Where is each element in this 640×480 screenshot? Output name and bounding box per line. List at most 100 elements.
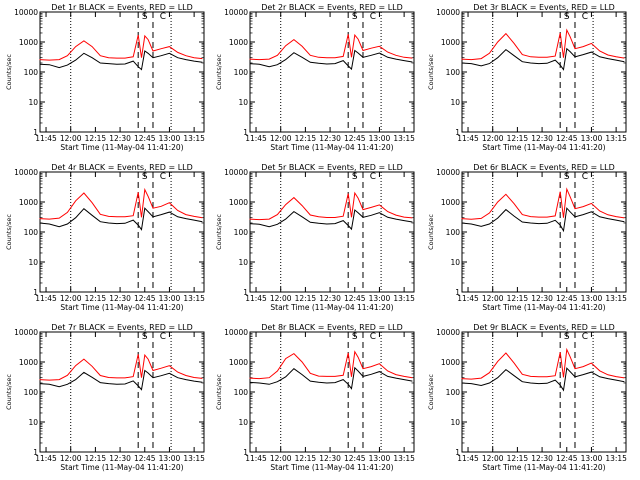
- series-line-events: [249, 366, 413, 390]
- marker-label-s: S: [352, 332, 358, 342]
- x-tick-label: 12:45: [556, 134, 578, 143]
- y-tick-label: 10: [28, 258, 38, 267]
- y-tick-label: 1: [33, 448, 38, 457]
- x-tick-label: 11:45: [245, 294, 267, 303]
- x-tick-label: 12:45: [556, 454, 578, 463]
- x-tick-label: 13:00: [581, 454, 603, 463]
- x-tick-label: 12:00: [270, 294, 292, 303]
- y-tick-label: 10000: [224, 168, 248, 177]
- y-tick-label: 100: [24, 228, 39, 237]
- x-tick-label: 12:45: [344, 294, 366, 303]
- marker-label-s: S: [564, 332, 570, 342]
- y-tick-label: 10: [238, 258, 248, 267]
- x-tick-label: 13:00: [369, 294, 391, 303]
- x-axis-label: Start Time (11-May-04 11:41:20): [482, 303, 605, 312]
- x-tick-label: 12:15: [295, 134, 317, 143]
- x-tick-label: 13:15: [605, 454, 627, 463]
- marker-label-c: C: [582, 172, 588, 182]
- x-tick-label: 12:30: [319, 134, 341, 143]
- x-tick-label: 13:15: [605, 134, 627, 143]
- marker-label-s: S: [564, 12, 570, 22]
- y-axis-label: Counts/sec: [427, 54, 435, 90]
- x-axis-label: Start Time (11-May-04 11:41:20): [270, 463, 393, 472]
- x-axis-label: Start Time (11-May-04 11:41:20): [60, 463, 183, 472]
- x-tick-label: 12:30: [319, 454, 341, 463]
- y-tick-label: 1000: [19, 198, 38, 207]
- chart-panel-8: Det 8r BLACK = Events, RED = LLD 1 10 100 10…: [215, 323, 415, 472]
- y-tick-label: 1000: [441, 38, 460, 47]
- series-line-lld: [249, 191, 413, 221]
- chart-title: Det 2r BLACK = Events, RED = LLD: [261, 3, 403, 12]
- x-axis-label: Start Time (11-May-04 11:41:20): [270, 303, 393, 312]
- chart-panel-5: Det 5r BLACK = Events, RED = LLD 1 10 100 10…: [215, 163, 415, 312]
- marker-label-c: C: [160, 12, 166, 22]
- y-tick-label: 100: [446, 68, 461, 77]
- marker-label-c: C: [582, 332, 588, 342]
- x-tick-label: 12:00: [60, 294, 82, 303]
- x-tick-label: 13:15: [183, 454, 205, 463]
- marker-label-c: C: [370, 172, 376, 182]
- x-tick-label: 11:45: [35, 454, 57, 463]
- plot-frame: [461, 11, 627, 133]
- y-tick-label: 100: [24, 68, 39, 77]
- chart-title: Det 8r BLACK = Events, RED = LLD: [261, 323, 403, 332]
- chart-title: Det 1r BLACK = Events, RED = LLD: [51, 3, 193, 12]
- y-tick-label: 100: [446, 388, 461, 397]
- y-tick-label: 1: [455, 288, 460, 297]
- series-line-events: [39, 207, 203, 231]
- x-tick-label: 12:00: [270, 454, 292, 463]
- y-tick-label: 10: [238, 418, 248, 427]
- series-line-lld: [39, 353, 203, 381]
- x-tick-label: 11:45: [245, 134, 267, 143]
- x-tick-label: 13:15: [393, 134, 415, 143]
- y-tick-label: 1: [243, 288, 248, 297]
- y-tick-label: 10000: [14, 8, 38, 17]
- y-tick-label: 10000: [436, 8, 460, 17]
- y-axis-label: Counts/sec: [5, 214, 13, 250]
- plot-frame: [39, 171, 205, 293]
- series-line-lld: [461, 28, 625, 61]
- x-tick-label: 12:30: [531, 294, 553, 303]
- chart-title: Det 3r BLACK = Events, RED = LLD: [473, 3, 615, 12]
- x-tick-label: 12:30: [109, 294, 131, 303]
- x-axis-label: Start Time (11-May-04 11:41:20): [60, 303, 183, 312]
- plot-frame: [39, 11, 205, 133]
- y-tick-label: 10000: [224, 8, 248, 17]
- x-tick-label: 12:15: [295, 294, 317, 303]
- x-tick-label: 11:45: [245, 454, 267, 463]
- y-tick-label: 100: [234, 68, 249, 77]
- plot-frame: [249, 11, 415, 133]
- x-tick-label: 13:15: [393, 294, 415, 303]
- x-tick-label: 12:00: [482, 134, 504, 143]
- marker-label-s: S: [352, 12, 358, 22]
- x-axis-label: Start Time (11-May-04 11:41:20): [270, 143, 393, 152]
- x-tick-label: 12:45: [134, 454, 156, 463]
- marker-label-c: C: [370, 12, 376, 22]
- y-tick-label: 10000: [224, 328, 248, 337]
- x-tick-label: 12:45: [134, 294, 156, 303]
- x-tick-label: 13:15: [183, 134, 205, 143]
- chart-title: Det 4r BLACK = Events, RED = LLD: [51, 163, 193, 172]
- x-tick-label: 11:45: [35, 134, 57, 143]
- y-axis-label: Counts/sec: [215, 374, 223, 410]
- y-tick-label: 1000: [441, 198, 460, 207]
- plot-frame: [249, 331, 415, 453]
- marker-label-s: S: [142, 12, 148, 22]
- x-tick-label: 12:45: [344, 454, 366, 463]
- y-axis-label: Counts/sec: [427, 374, 435, 410]
- marker-label-s: S: [142, 172, 148, 182]
- y-tick-label: 10: [450, 98, 460, 107]
- x-tick-label: 12:45: [344, 134, 366, 143]
- y-tick-label: 100: [446, 228, 461, 237]
- chart-panel-3: Det 3r BLACK = Events, RED = LLD 1 10 100 10…: [427, 3, 627, 152]
- x-tick-label: 13:15: [393, 454, 415, 463]
- series-line-lld: [461, 347, 625, 380]
- series-line-events: [249, 49, 413, 71]
- y-axis-label: Counts/sec: [5, 54, 13, 90]
- series-line-lld: [39, 187, 203, 220]
- x-tick-label: 12:00: [270, 134, 292, 143]
- series-line-lld: [249, 33, 413, 61]
- x-tick-label: 12:45: [134, 134, 156, 143]
- chart-panel-1: Det 1r BLACK = Events, RED = LLD 1 10 100 10…: [5, 3, 205, 152]
